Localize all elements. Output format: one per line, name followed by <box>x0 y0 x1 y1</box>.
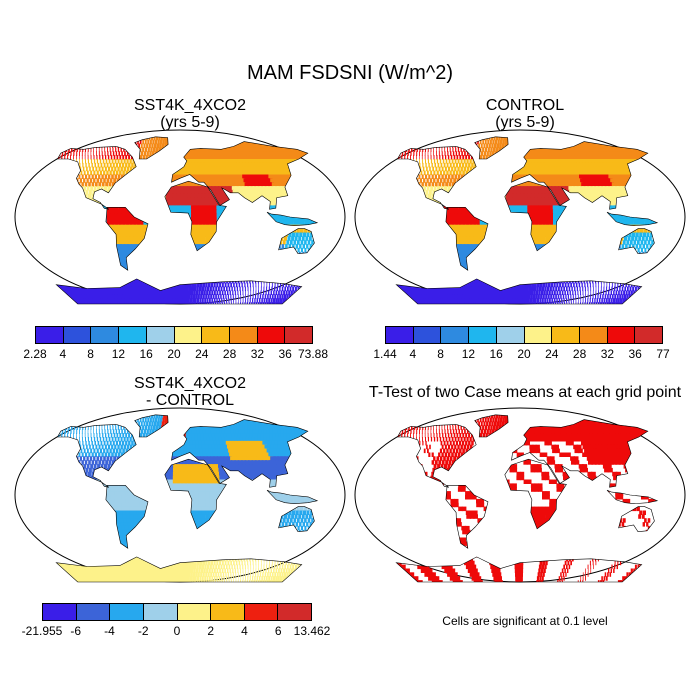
colorbar-difference <box>42 603 312 621</box>
colorbar-tick-label: 73.88 <box>297 347 329 361</box>
colorbar-swatch <box>110 604 144 620</box>
panel-title-ttest-line1: T-Test of two Case means at each grid po… <box>368 384 682 401</box>
colorbar-tick-label: 77 <box>656 347 670 361</box>
colorbar-tick-label: 20 <box>517 347 531 361</box>
colorbar-swatch <box>285 327 313 343</box>
panel-title-sst4k-line1: SST4K_4XCO2 <box>133 97 247 114</box>
colorbar-swatch <box>146 327 175 343</box>
colorbar-tick-label: 12 <box>111 347 126 361</box>
colorbar-swatch <box>36 327 64 343</box>
colorbar-tick-label: 6 <box>274 624 282 638</box>
colorbar-tick-label: 1.44 <box>373 347 397 361</box>
colorbar-control-labels: 1.44 4 8 12 16 20 24 28 32 36 77 <box>373 347 669 361</box>
significance-note: Cells are significant at 0.1 level <box>442 614 608 628</box>
colorbar-tick-label: -21.955 <box>21 624 63 638</box>
colorbar-tick-label: 4 <box>409 347 417 361</box>
coastlines <box>395 136 659 305</box>
colorbar-tick-label: 8 <box>437 347 444 361</box>
panel-title-control: CONTROL (yrs 5-9) <box>375 97 675 131</box>
colorbar-swatch <box>76 604 111 620</box>
colorbar-tick-label: 12 <box>461 347 476 361</box>
colorbar-swatch <box>469 327 497 343</box>
panel-title-control-line1: CONTROL <box>485 97 565 114</box>
panel-title-diff-line2: - CONTROL <box>146 392 234 409</box>
colorbar-swatch <box>635 327 663 343</box>
colorbar-tick-label: 2 <box>207 624 215 638</box>
colorbar-tick-label: 20 <box>167 347 181 361</box>
map-ttest <box>354 407 686 583</box>
colorbar-tick-label: 13.462 <box>293 624 331 638</box>
panel-title-sst4k-line2: (yrs 5-9) <box>160 114 220 131</box>
colorbar-tick-label: 2.28 <box>23 347 47 361</box>
colorbar-swatch <box>229 327 258 343</box>
colorbar-tick-label: 0 <box>173 624 181 638</box>
colorbar-swatch <box>244 604 279 620</box>
coastlines <box>55 414 319 583</box>
colorbar-swatch <box>174 327 203 343</box>
colorbar-swatch <box>202 327 230 343</box>
colorbar-swatch <box>211 604 245 620</box>
colorbar-swatch <box>441 327 470 343</box>
colorbar-swatch <box>177 604 212 620</box>
map-sst4k <box>14 129 346 305</box>
colorbar-swatch <box>607 327 636 343</box>
colorbar-tick-label: 36 <box>628 347 642 361</box>
colorbar-tick-label: -4 <box>104 624 115 638</box>
colorbar-swatch <box>552 327 580 343</box>
colorbar-control <box>385 326 663 344</box>
panel-title-diff-line1: SST4K_4XCO2 <box>133 375 247 392</box>
colorbar-swatch <box>257 327 286 343</box>
colorbar-swatch <box>143 604 178 620</box>
colorbar-swatch <box>91 327 120 343</box>
colorbar-tick-label: 32 <box>600 347 615 361</box>
colorbar-swatch <box>119 327 147 343</box>
map-difference <box>14 407 346 583</box>
colorbar-tick-label: 16 <box>489 347 503 361</box>
panel-title-ttest: T-Test of two Case means at each grid po… <box>355 384 695 401</box>
colorbar-tick-label: 4 <box>59 347 67 361</box>
colorbar-tick-label: 32 <box>250 347 265 361</box>
coastlines <box>55 136 319 305</box>
colorbar-sst4k <box>35 326 313 344</box>
colorbar-swatch <box>63 327 92 343</box>
map-control <box>354 129 686 305</box>
colorbar-tick-label: 28 <box>222 347 237 361</box>
colorbar-swatch <box>278 604 311 620</box>
coastlines <box>395 414 659 583</box>
colorbar-swatch <box>43 604 77 620</box>
panel-title-diff: SST4K_4XCO2 - CONTROL <box>40 375 340 409</box>
colorbar-tick-label: 36 <box>278 347 292 361</box>
colorbar-tick-label: 16 <box>139 347 153 361</box>
colorbar-tick-label: -6 <box>70 624 82 638</box>
panel-title-sst4k: SST4K_4XCO2 (yrs 5-9) <box>40 97 340 131</box>
colorbar-tick-label: 4 <box>241 624 248 638</box>
colorbar-sst4k-labels: 2.28 4 8 12 16 20 24 28 32 36 73.88 <box>23 347 328 361</box>
colorbar-swatch <box>524 327 553 343</box>
colorbar-swatch <box>413 327 442 343</box>
colorbar-tick-label: -2 <box>137 624 149 638</box>
colorbar-tick-label: 24 <box>195 347 209 361</box>
figure-title: MAM FSDSNI (W/m^2) <box>246 62 454 84</box>
colorbar-swatch <box>579 327 608 343</box>
colorbar-tick-label: 8 <box>87 347 94 361</box>
colorbar-swatch <box>386 327 414 343</box>
colorbar-tick-label: 24 <box>545 347 559 361</box>
colorbar-tick-label: 28 <box>572 347 587 361</box>
colorbar-difference-labels: -21.955 -6 -4 -2 0 2 4 6 13.462 <box>22 624 331 638</box>
panel-title-control-line2: (yrs 5-9) <box>495 114 555 131</box>
colorbar-swatch <box>496 327 525 343</box>
